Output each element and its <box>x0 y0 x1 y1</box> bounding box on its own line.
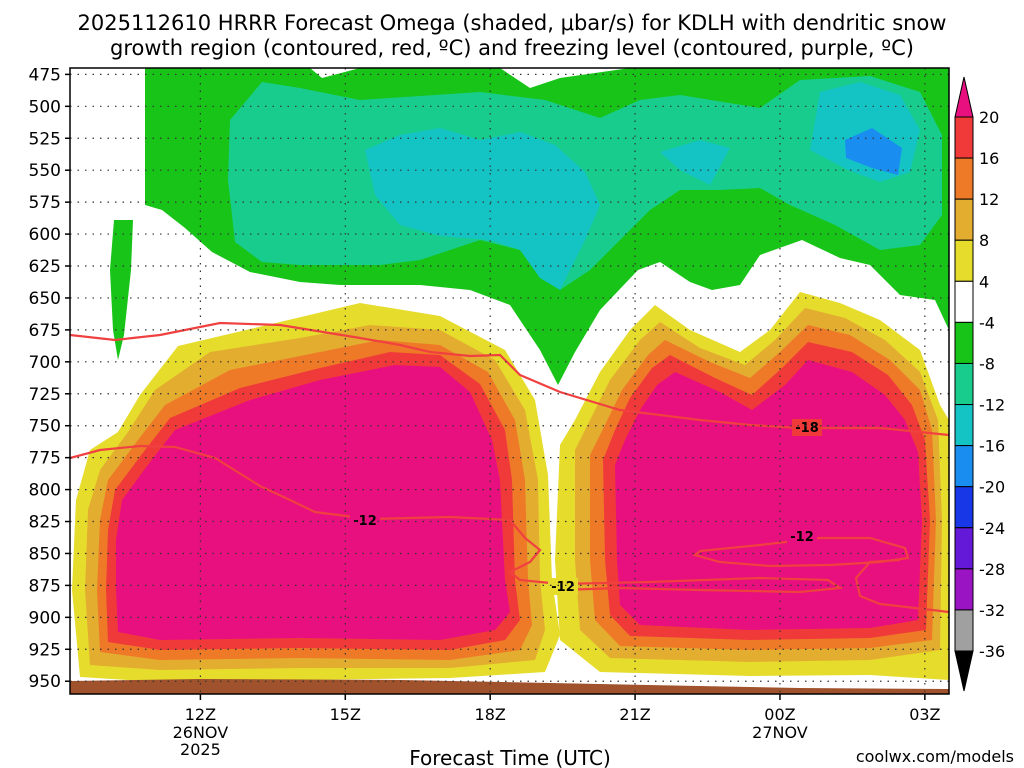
colorbar-label: -20 <box>979 478 1005 497</box>
y-tick-label: 650 <box>29 289 61 309</box>
y-tick-label: 675 <box>29 321 61 341</box>
x-tick-label: 15Z <box>330 705 361 724</box>
contour-line <box>854 558 949 614</box>
colorbar: 20 16 12 8 4 -4 -8 -12 -16 -20 -24 -28 -32 -36 <box>954 76 1005 692</box>
y-tick-label: 875 <box>29 576 61 596</box>
chart-title-line-1: 2025112610 HRRR Forecast Omega (shaded, … <box>78 11 947 35</box>
colorbar-label: 16 <box>979 149 999 168</box>
colorbar-label: -32 <box>979 601 1005 620</box>
y-tick-label: 825 <box>29 513 61 533</box>
y-tick-label: 525 <box>29 129 61 149</box>
y-axis: 475 500 525 550 575 600 625 650 675 700 725 750 775 8… <box>29 65 70 692</box>
contour-label: -18 <box>795 421 819 436</box>
y-tick-label: 850 <box>29 544 61 564</box>
colorbar-label: -16 <box>979 437 1005 456</box>
y-tick-label: 500 <box>29 97 61 117</box>
y-tick-label: 700 <box>29 353 61 373</box>
colorbar-label: 12 <box>979 190 999 209</box>
contour-label: -12 <box>790 530 814 545</box>
x-tick-label: 00Z <box>764 705 795 724</box>
y-tick-label: 725 <box>29 385 61 405</box>
colorbar-label: -4 <box>979 313 995 332</box>
colorbar-label: -28 <box>979 560 1005 579</box>
y-tick-label: 750 <box>29 417 61 437</box>
x-tick-label: 18Z <box>475 705 506 724</box>
colorbar-segment <box>954 321 974 364</box>
colorbar-bottom-arrow <box>954 650 974 692</box>
y-tick-label: 625 <box>29 257 61 277</box>
colorbar-segment <box>954 239 974 282</box>
y-tick-label: 900 <box>29 608 61 628</box>
chart-title-line-2: growth region (contoured, red, ºC) and f… <box>110 36 914 60</box>
y-tick-label: 550 <box>29 161 61 181</box>
contour-line <box>70 444 844 594</box>
x-axis-title: Forecast Time (UTC) <box>409 746 611 768</box>
x-tick-label: 21Z <box>619 705 650 724</box>
colorbar-label: -12 <box>979 396 1005 415</box>
colorbar-segment <box>954 116 974 159</box>
colorbar-label: 4 <box>979 272 989 291</box>
colorbar-segment <box>954 445 974 488</box>
shading-layer: -18 -12 -12 -12 <box>70 68 949 694</box>
x-tick-label: 03Z <box>909 705 940 724</box>
colorbar-segment <box>954 609 974 652</box>
y-tick-label: 600 <box>29 225 61 245</box>
colorbar-label: -24 <box>979 519 1005 538</box>
x-tick-date-label: 27NOV <box>752 723 808 742</box>
colorbar-label: 8 <box>979 231 989 250</box>
colorbar-label: -8 <box>979 354 995 373</box>
colorbar-segment <box>954 157 974 200</box>
colorbar-segment <box>954 362 974 406</box>
colorbar-segment <box>954 280 974 323</box>
y-tick-label: 575 <box>29 193 61 213</box>
colorbar-segment <box>954 486 974 529</box>
x-tick-year-label: 2025 <box>180 740 221 759</box>
colorbar-label: 20 <box>979 108 999 127</box>
y-tick-label: 475 <box>29 65 61 85</box>
x-tick-date-label: 26NOV <box>173 723 229 742</box>
y-tick-label: 775 <box>29 449 61 469</box>
terrain-ground <box>70 679 949 694</box>
contour-label: -12 <box>353 514 377 529</box>
y-tick-label: 950 <box>29 672 61 692</box>
omega-shade-neg4-column <box>110 220 133 360</box>
omega-shade-neg12-a <box>365 128 600 290</box>
colorbar-label: -36 <box>979 642 1005 661</box>
contour-labels: -18 -12 -12 -12 <box>350 419 822 595</box>
colorbar-segment <box>954 568 974 611</box>
colorbar-segment <box>954 404 974 447</box>
contour-line <box>70 321 949 437</box>
colorbar-segment <box>954 527 974 570</box>
omega-shade-pos20-left <box>116 365 510 640</box>
y-tick-label: 800 <box>29 481 61 501</box>
credit-text: coolwx.com/models <box>856 747 1014 766</box>
y-tick-label: 925 <box>29 640 61 660</box>
x-tick-label: 12Z <box>185 705 216 724</box>
omega-shade-neg16 <box>845 128 902 175</box>
colorbar-top-arrow <box>954 76 974 118</box>
colorbar-segment <box>954 198 974 241</box>
plot-border <box>69 67 950 695</box>
contour-label: -12 <box>551 580 575 595</box>
omega-shade-neg12-b <box>660 140 730 185</box>
